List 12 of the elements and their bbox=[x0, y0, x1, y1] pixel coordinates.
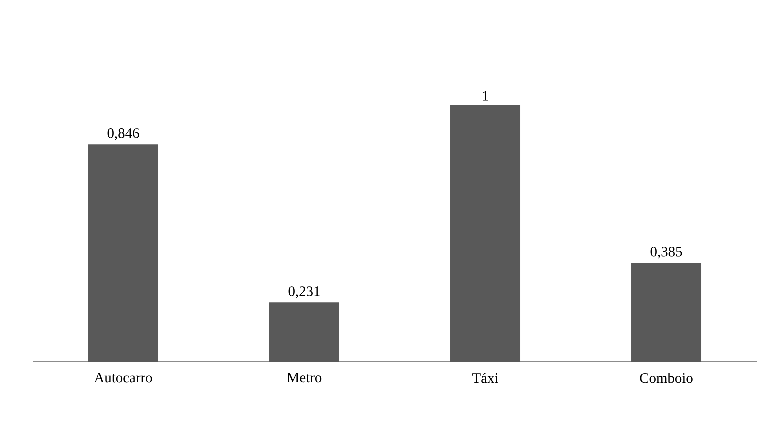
data-label: 1 bbox=[483, 91, 488, 101]
x-tick-label: Metro bbox=[287, 373, 322, 383]
x-tick-label: Comboio bbox=[640, 373, 693, 384]
data-label: 0,846 bbox=[108, 128, 140, 140]
data-label: 0,231 bbox=[288, 286, 320, 298]
data-label: 0,385 bbox=[650, 247, 682, 259]
bar bbox=[450, 104, 521, 362]
x-tick-label: Táxi bbox=[472, 373, 498, 384]
bar bbox=[88, 144, 159, 362]
x-tick-label: Autocarro bbox=[94, 373, 152, 383]
bar bbox=[270, 302, 340, 362]
bar bbox=[632, 263, 702, 362]
